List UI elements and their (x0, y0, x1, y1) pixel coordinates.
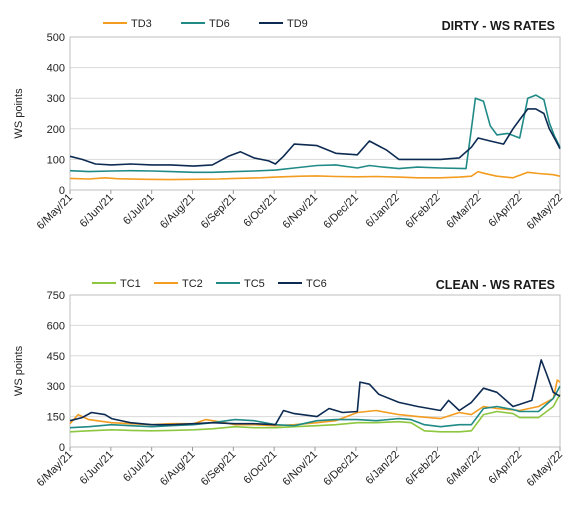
clean-ws-rates-chart: 0 150 300 450 600 750 6/May/21 6/Jun/21 6/Jul/21… (0, 258, 582, 517)
clean-series-line-tc6 (69, 359, 561, 426)
clean-y-tick-label: 750 (47, 290, 65, 302)
dirty-series-line-td3 (69, 170, 561, 181)
clean-x-tick-label: 6/Apr/22 (486, 449, 524, 487)
clean-legend-label-tc1: TC1 (120, 278, 141, 290)
clean-y-tick-label: 150 (47, 412, 65, 424)
dirty-x-tick-label: 6/Jan/22 (363, 192, 401, 230)
dirty-y-axis-title: WS points (13, 88, 25, 139)
clean-x-tick-label: 6/Oct/21 (241, 449, 279, 487)
clean-x-tick-label: 6/Mar/22 (444, 449, 483, 488)
dirty-x-tick-label: 6/May/22 (525, 192, 565, 232)
clean-y-tick-label: 600 (47, 320, 65, 332)
clean-series-line-tc2 (69, 379, 561, 427)
dirty-legend-label-td6: TD6 (209, 18, 230, 30)
clean-x-tick-label: 6/Jul/21 (121, 449, 157, 485)
clean-y-tick-label: 300 (47, 381, 65, 393)
dirty-x-tick-label: 6/Sep/21 (199, 192, 239, 232)
clean-chart-title: CLEAN - WS RATES (436, 278, 555, 292)
clean-legend-label-tc2: TC2 (182, 278, 203, 290)
dirty-ws-rates-chart: 0 100 200 300 400 500 6/May/21 6/Jun/21 6/Jul/21… (0, 0, 582, 258)
dirty-y-tick-label: 100 (47, 154, 65, 166)
dirty-series-line-td6 (69, 94, 561, 174)
dirty-x-tick-label: 6/Jul/21 (121, 192, 157, 228)
clean-legend-label-tc5: TC5 (244, 278, 265, 290)
dirty-x-tick-label: 6/Apr/22 (486, 192, 524, 230)
clean-x-tick-label: 6/Nov/21 (281, 449, 321, 489)
clean-y-tick-label: 450 (47, 351, 65, 363)
dirty-y-tick-label: 400 (47, 63, 65, 75)
clean-x-tick-label: 6/May/22 (525, 449, 565, 489)
clean-series-line-tc1 (69, 393, 561, 433)
clean-x-tick-label: 6/Dec/21 (321, 449, 361, 489)
clean-x-tick-label: 6/Feb/22 (403, 449, 442, 488)
clean-x-tick-label: 6/Jan/22 (363, 449, 401, 487)
dirty-chart-svg: 0 100 200 300 400 500 6/May/21 6/Jun/21 6/Jul/21… (13, 18, 565, 232)
clean-y-axis-title: WS points (13, 345, 25, 396)
dirty-x-tick-label: 6/Oct/21 (241, 192, 279, 230)
dirty-legend-label-td3: TD3 (131, 18, 152, 30)
clean-y-tick-label: 0 (59, 442, 65, 454)
clean-chart-svg: 0 150 300 450 600 750 6/May/21 6/Jun/21 6/Jul/21… (13, 278, 565, 489)
clean-x-tick-label: 6/Aug/21 (158, 449, 198, 489)
dirty-chart-title: DIRTY - WS RATES (442, 19, 555, 33)
dirty-x-tick-label: 6/Aug/21 (158, 192, 198, 232)
clean-x-tick-label: 6/Jun/21 (78, 449, 116, 487)
dirty-y-tick-label: 0 (59, 185, 65, 197)
clean-x-tick-label: 6/Sep/21 (199, 449, 239, 489)
dirty-legend-label-td9: TD9 (287, 18, 308, 30)
dirty-x-tick-label: 6/Jun/21 (78, 192, 116, 230)
dirty-x-tick-label: 6/Feb/22 (403, 192, 442, 231)
dirty-y-tick-label: 300 (47, 93, 65, 105)
dirty-x-tick-label: 6/Dec/21 (321, 192, 361, 232)
dirty-y-tick-label: 500 (47, 32, 65, 44)
dirty-x-tick-label: 6/Nov/21 (281, 192, 321, 232)
dirty-series-line-td9 (69, 108, 561, 167)
dirty-x-tick-label: 6/May/21 (35, 192, 75, 232)
clean-series-line-tc5 (69, 385, 561, 429)
dirty-y-tick-label: 200 (47, 124, 65, 136)
clean-legend-label-tc6: TC6 (306, 278, 327, 290)
dirty-x-tick-label: 6/Mar/22 (444, 192, 483, 231)
clean-x-tick-label: 6/May/21 (35, 449, 75, 489)
